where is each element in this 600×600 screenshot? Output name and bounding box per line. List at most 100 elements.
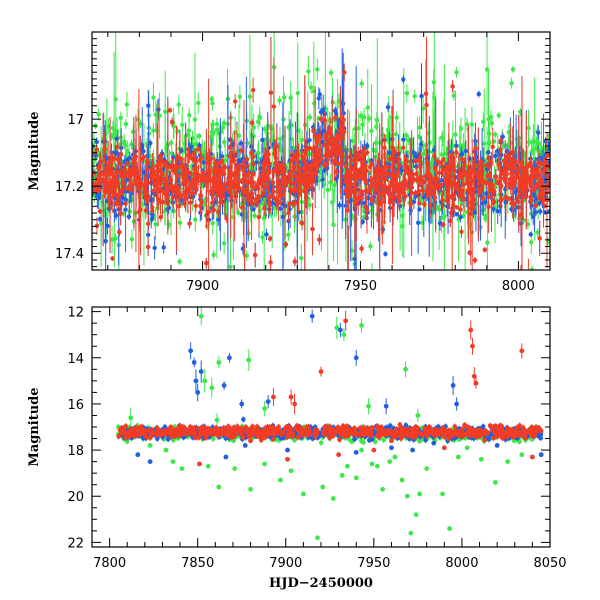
data-point: [307, 202, 312, 208]
data-point: [320, 139, 325, 145]
data-point: [547, 133, 550, 138]
data-point: [257, 208, 262, 213]
data-point: [454, 150, 459, 155]
data-point: [399, 168, 404, 173]
data-point: [311, 101, 317, 106]
data-point: [113, 97, 118, 102]
data-point: [286, 232, 291, 237]
data-point: [159, 171, 165, 177]
data-point: [370, 273, 374, 277]
data-point: [227, 145, 233, 150]
data-point: [356, 152, 361, 157]
data-point: [403, 133, 409, 138]
data-point: [172, 168, 177, 174]
data-point: [306, 69, 311, 74]
data-point: [484, 67, 490, 72]
data-point: [350, 138, 356, 144]
data-point: [384, 133, 390, 139]
data-point: [260, 235, 265, 240]
data-point: [97, 209, 103, 214]
data-point: [476, 91, 482, 97]
data-point: [419, 220, 425, 225]
data-point: [317, 92, 322, 97]
data-point: [244, 157, 250, 162]
data-point: [523, 195, 528, 200]
data-point: [454, 212, 460, 217]
data-point: [458, 214, 463, 220]
data-point: [453, 132, 458, 137]
data-point: [193, 217, 198, 222]
data-point: [289, 123, 294, 128]
data-point: [431, 79, 436, 85]
data-point: [143, 208, 149, 213]
data-point: [109, 237, 115, 242]
data-point: [135, 117, 141, 122]
data-point: [493, 153, 498, 159]
data-point: [364, 207, 370, 213]
data-point: [270, 194, 276, 199]
data-point: [123, 121, 129, 127]
data-point: [322, 128, 327, 133]
data-point: [233, 99, 238, 104]
data-point: [417, 134, 422, 139]
data-point: [490, 144, 495, 150]
data-point: [157, 186, 163, 192]
data-point: [526, 140, 532, 145]
data-point: [197, 134, 202, 139]
data-point: [227, 137, 233, 142]
data-point: [129, 237, 135, 242]
data-point: [536, 173, 542, 178]
data-point: [450, 271, 454, 275]
data-point: [365, 105, 370, 110]
data-point: [536, 141, 541, 147]
data-point: [526, 270, 530, 274]
data-point: [177, 164, 183, 170]
data-point: [486, 150, 491, 155]
data-point: [180, 122, 185, 128]
data-point: [411, 199, 417, 204]
data-point: [236, 133, 242, 138]
data-point: [110, 256, 115, 261]
data-point: [111, 132, 117, 137]
data-point: [404, 167, 409, 172]
data-point: [337, 202, 342, 208]
data-point: [150, 216, 155, 221]
data-point: [193, 203, 199, 209]
data-point: [104, 190, 110, 195]
data-point: [168, 140, 174, 146]
data-point: [105, 223, 110, 229]
data-point: [171, 124, 177, 129]
data-point: [175, 128, 180, 134]
data-point: [201, 160, 207, 165]
data-point: [374, 117, 379, 122]
data-point: [509, 80, 514, 86]
data-point: [251, 274, 255, 278]
data-point: [124, 102, 130, 107]
data-point: [158, 214, 164, 220]
data-point: [529, 240, 534, 245]
data-point: [332, 158, 337, 164]
data-point: [210, 101, 215, 106]
data-point: [458, 126, 464, 131]
data-point: [185, 132, 191, 138]
data-point: [380, 190, 385, 195]
data-point: [387, 150, 392, 155]
data-point: [281, 95, 287, 100]
data-point: [383, 251, 388, 257]
data-point: [482, 141, 487, 146]
data-point: [486, 204, 491, 210]
data-point: [530, 214, 536, 219]
data-point: [176, 203, 182, 209]
data-point: [104, 156, 109, 161]
data-point: [369, 128, 374, 134]
data-point: [257, 114, 262, 119]
data-point: [277, 98, 282, 103]
data-point: [328, 70, 334, 75]
data-point: [451, 165, 456, 170]
data-point: [404, 91, 410, 96]
data-point: [192, 117, 198, 122]
data-point: [432, 95, 437, 100]
data-point: [461, 196, 467, 202]
data-point: [201, 151, 207, 157]
data-point: [458, 152, 464, 158]
